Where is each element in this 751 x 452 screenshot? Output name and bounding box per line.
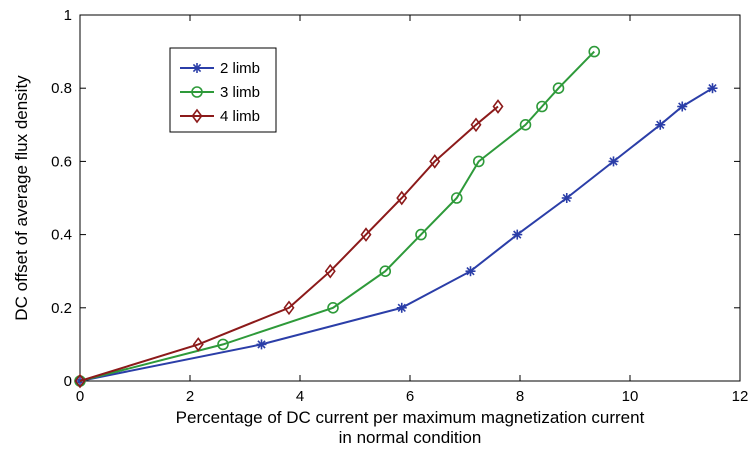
y-tick-label: 0.4	[51, 227, 72, 244]
data-point	[562, 193, 572, 203]
legend-label: 2 limb	[220, 60, 260, 77]
data-point	[655, 120, 665, 130]
x-axis-title-line1: Percentage of DC current per maximum mag…	[176, 408, 645, 427]
data-point	[512, 230, 522, 240]
x-tick-label: 4	[296, 388, 304, 405]
x-tick-label: 8	[516, 388, 524, 405]
data-point	[677, 102, 687, 112]
x-tick-label: 2	[186, 388, 194, 405]
y-tick-label: 0	[64, 373, 72, 390]
y-axis-title: DC offset of average flux density	[12, 75, 31, 321]
x-tick-label: 6	[406, 388, 414, 405]
y-tick-label: 0.6	[51, 153, 72, 170]
y-tick-label: 0.2	[51, 300, 72, 317]
y-tick-label: 0.8	[51, 80, 72, 97]
legend: 2 limb 3 limb 4 limb	[170, 48, 276, 132]
data-point	[708, 83, 718, 93]
x-tick-label: 10	[622, 388, 639, 405]
data-point	[257, 339, 267, 349]
x-axis-title-line2: in normal condition	[339, 428, 482, 447]
legend-label: 3 limb	[220, 84, 260, 101]
x-tick-label: 0	[76, 388, 84, 405]
legend-label: 4 limb	[220, 108, 260, 125]
y-tick-label: 1	[64, 7, 72, 24]
x-tick-label: 12	[732, 388, 749, 405]
data-point	[397, 303, 407, 313]
data-point	[466, 266, 476, 276]
data-point	[609, 156, 619, 166]
data-point	[192, 63, 202, 73]
